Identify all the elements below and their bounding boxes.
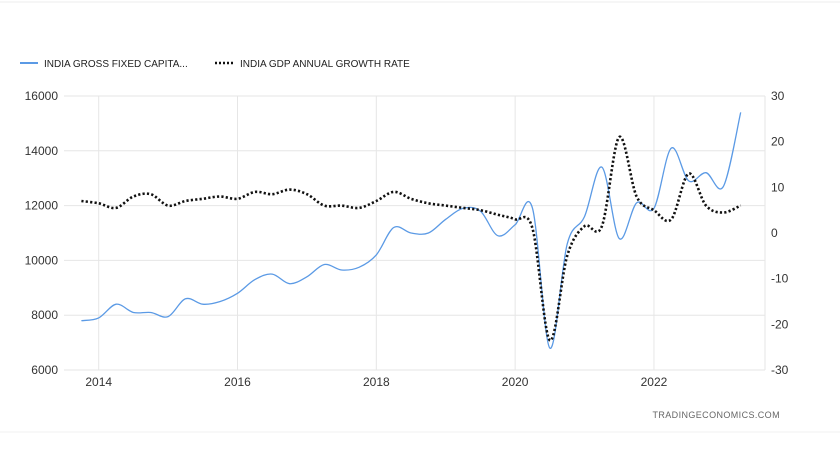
y-right-tick-label: -20 [771, 317, 789, 331]
y-left-tick-label: 8000 [31, 308, 58, 322]
grid [64, 95, 766, 371]
x-tick-label: 2014 [85, 375, 112, 389]
source-credit: TRADINGECONOMICS.COM [652, 410, 780, 420]
x-tick-label: 2020 [502, 375, 529, 389]
legend: INDIA GROSS FIXED CAPITA... INDIA GDP AN… [20, 59, 410, 70]
y-right-tick-label: 20 [771, 135, 785, 149]
y-axis-left: 6000 8000 10000 12000 14000 16000 [25, 89, 59, 377]
series-group [81, 112, 742, 349]
x-tick-label: 2016 [224, 375, 251, 389]
y-left-tick-label: 16000 [25, 89, 59, 103]
y-left-tick-label: 6000 [31, 363, 58, 377]
x-tick-label: 2022 [641, 375, 668, 389]
y-right-tick-label: -10 [771, 272, 789, 286]
legend-label-capital: INDIA GROSS FIXED CAPITA... [44, 59, 188, 70]
y-right-tick-label: 10 [771, 180, 785, 194]
legend-label-gdp: INDIA GDP ANNUAL GROWTH RATE [240, 59, 410, 70]
y-right-tick-label: 0 [771, 226, 778, 240]
y-right-tick-label: 30 [771, 89, 785, 103]
y-left-tick-label: 10000 [25, 253, 59, 267]
y-left-tick-label: 12000 [25, 199, 59, 213]
y-axis-right: -30 -20 -10 0 10 20 30 [771, 89, 789, 377]
y-right-tick-label: -30 [771, 363, 789, 377]
x-tick-label: 2018 [363, 375, 390, 389]
series-line-gdp-growth [81, 135, 742, 342]
y-left-tick-label: 14000 [25, 144, 59, 158]
series-line-capital-formation [81, 112, 742, 349]
x-axis: 2014 2016 2018 2020 2022 [85, 375, 667, 389]
